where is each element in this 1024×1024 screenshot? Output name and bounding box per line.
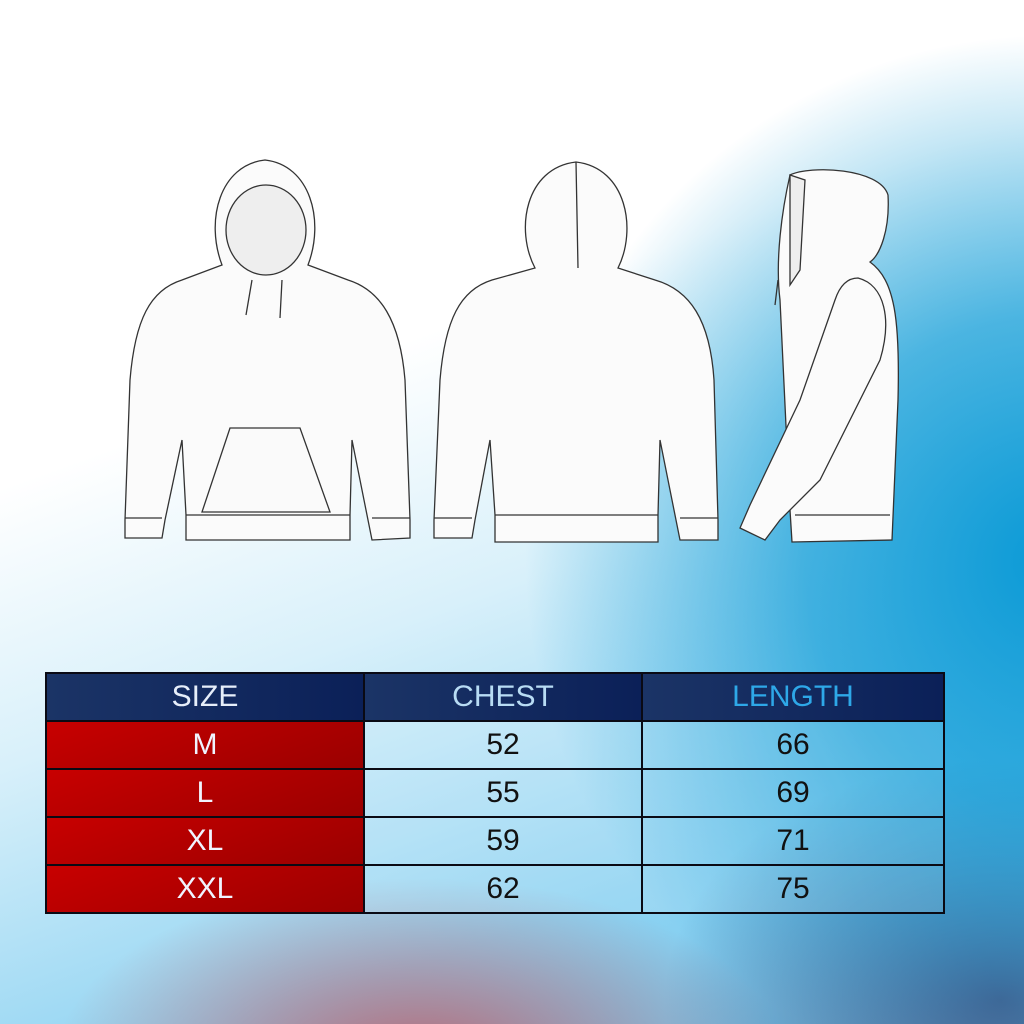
header-chest: CHEST [363, 672, 643, 722]
size-cell: L [45, 768, 365, 818]
length-cell: 75 [641, 864, 945, 914]
header-length: LENGTH [641, 672, 945, 722]
chest-cell: 52 [363, 720, 643, 770]
size-cell: XXL [45, 864, 365, 914]
length-cell: 66 [641, 720, 945, 770]
hoodie-front-icon [124, 159, 411, 541]
chest-cell: 59 [363, 816, 643, 866]
chest-cell: 55 [363, 768, 643, 818]
size-cell: XL [45, 816, 365, 866]
hoodie-side-icon [739, 169, 900, 543]
size-chart-table: SIZE CHEST LENGTH M 52 66 L 55 69 XL 59 … [45, 672, 945, 914]
size-cell: M [45, 720, 365, 770]
table-row: L 55 69 [45, 768, 945, 818]
table-row: M 52 66 [45, 720, 945, 770]
table-row: XXL 62 75 [45, 864, 945, 914]
header-size: SIZE [45, 672, 365, 722]
length-cell: 69 [641, 768, 945, 818]
table-header-row: SIZE CHEST LENGTH [45, 672, 945, 722]
hoodie-illustrations [124, 159, 900, 543]
table-row: XL 59 71 [45, 816, 945, 866]
chest-cell: 62 [363, 864, 643, 914]
hoodie-back-icon [433, 161, 719, 543]
length-cell: 71 [641, 816, 945, 866]
